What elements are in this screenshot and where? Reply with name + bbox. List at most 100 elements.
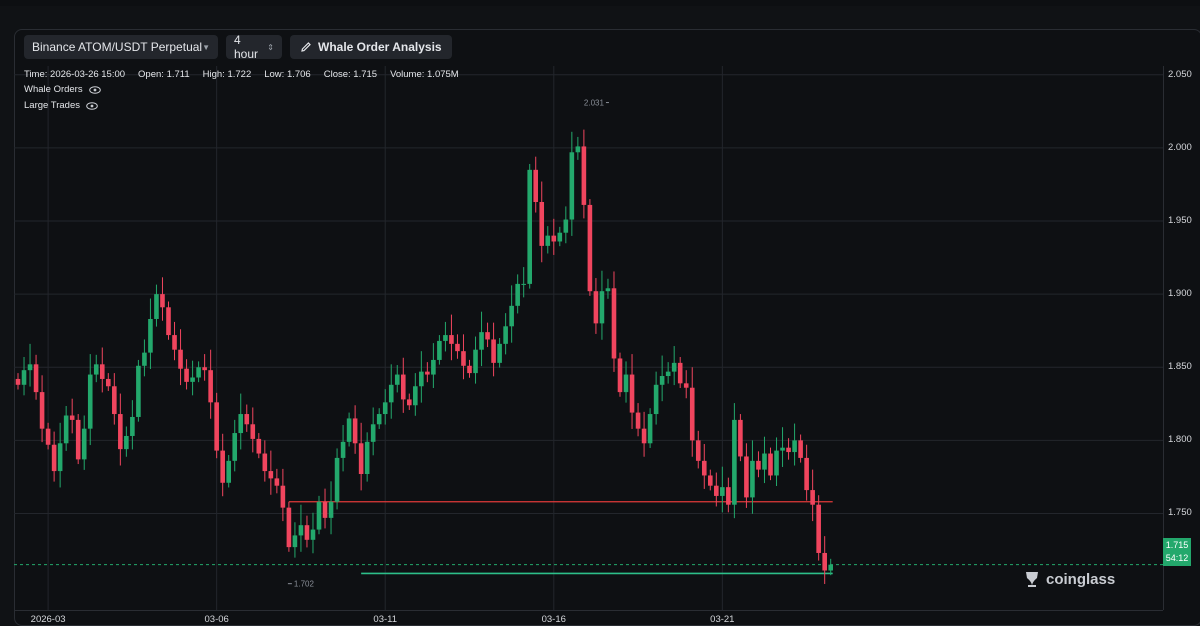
candle-body [244, 414, 250, 425]
candle-body [683, 383, 689, 388]
candle-body [256, 438, 262, 454]
candle-body [124, 435, 129, 450]
candle-body [798, 440, 803, 458]
info-time: Time: 2026-03-26 15:00 [24, 69, 126, 80]
candle-body [87, 374, 93, 429]
candle-body [665, 371, 671, 377]
candle-body [611, 288, 617, 359]
candle-body [509, 305, 514, 327]
y-tick-label: 2.050 [1168, 68, 1192, 80]
candle-body [400, 374, 406, 400]
x-tick-label: 03-11 [373, 614, 398, 625]
pair-select[interactable]: Binance ATOM/USDT Perpetual ▼ [24, 35, 218, 59]
candle-body [214, 402, 219, 451]
candle-body [232, 433, 238, 461]
candle-body [202, 367, 207, 371]
candle-body [75, 419, 81, 460]
candle-body [732, 419, 737, 505]
candle-body [280, 485, 286, 508]
candle-body [720, 487, 725, 496]
candle-body [382, 402, 388, 415]
candle-body [605, 288, 611, 292]
candle-body [57, 443, 63, 472]
eye-icon[interactable] [88, 85, 101, 94]
candle-body [160, 294, 165, 308]
x-tick-label: 2026-03 [30, 614, 66, 625]
candle-body [726, 487, 731, 505]
last-price-tag: 1.715 54:12 [1163, 538, 1191, 566]
candle-body [449, 335, 454, 344]
candle-body [587, 204, 593, 292]
candle-body [786, 447, 791, 453]
candle-body [689, 387, 695, 441]
candle-body [196, 367, 201, 378]
candle-body [521, 283, 526, 285]
x-tick-label: 03-16 [541, 614, 566, 625]
candle-body [268, 471, 274, 479]
coinglass-logo-icon [1026, 572, 1038, 587]
eye-icon[interactable] [86, 101, 98, 110]
whale-order-analysis-button[interactable]: Whale Order Analysis [290, 35, 452, 59]
candle-body [792, 440, 797, 453]
candle-body [407, 399, 412, 406]
candle-body [828, 564, 833, 571]
candle-body [491, 339, 496, 363]
candle-body [340, 441, 346, 458]
candle-body [425, 371, 430, 375]
candle-body [93, 364, 99, 375]
candle-body [419, 371, 424, 387]
candle-body [136, 365, 141, 417]
candle-body [148, 318, 153, 353]
candle-body [63, 415, 69, 444]
candle-body [750, 460, 755, 498]
candle-body [485, 332, 490, 340]
candle-body [21, 370, 27, 385]
candle-body [388, 384, 394, 403]
candle-body [467, 365, 472, 374]
chart-toolbar: Binance ATOM/USDT Perpetual ▼ 4 hour ⇕ W… [24, 33, 452, 61]
candle-body [178, 349, 183, 369]
candle-body [334, 457, 340, 502]
info-close: Close: 1.715 [323, 69, 378, 80]
candle-body [27, 364, 33, 371]
candle-body [551, 235, 557, 242]
low-label: 1.702 [294, 580, 315, 589]
candlestick-chart[interactable]: 2.031 1.702 [14, 66, 1163, 610]
candle-body [762, 453, 767, 470]
candle-body [304, 525, 310, 540]
candle-body [45, 428, 51, 445]
candle-body [190, 377, 195, 382]
candle-body [81, 428, 87, 460]
info-volume: Volume: 1.075M [390, 69, 459, 80]
candle-body [118, 414, 123, 450]
candle-body [286, 507, 292, 548]
candle-body [322, 501, 328, 518]
candle-body [780, 447, 785, 451]
candle-body [497, 343, 502, 363]
candle-body [274, 478, 280, 486]
candle-body [545, 235, 551, 246]
chart-panel [14, 29, 1200, 626]
y-tick-label: 1.850 [1168, 361, 1192, 373]
x-tick-label: 03-21 [710, 614, 735, 625]
candle-body [112, 386, 117, 415]
x-axis [14, 610, 1163, 611]
interval-select[interactable]: 4 hour ⇕ [226, 33, 282, 61]
candle-body [346, 418, 352, 442]
legend-whale-orders-label: Whale Orders [24, 84, 83, 95]
legend-whale-orders: Whale Orders [24, 84, 101, 95]
candle-body [208, 370, 213, 403]
legend-large-trades: Large Trades [24, 100, 98, 111]
high-label: 2.031 [584, 99, 605, 108]
watermark-text: coinglass [1046, 570, 1116, 588]
candle-body [352, 418, 358, 444]
candle-body [443, 335, 448, 341]
candle-body [774, 450, 779, 476]
candle-body [714, 485, 719, 496]
y-tick-label: 1.750 [1168, 507, 1192, 519]
candle-body [569, 152, 575, 220]
candle-body [461, 351, 466, 366]
candle-body [250, 424, 256, 439]
candle-body [394, 374, 400, 385]
candle-body [376, 414, 382, 425]
